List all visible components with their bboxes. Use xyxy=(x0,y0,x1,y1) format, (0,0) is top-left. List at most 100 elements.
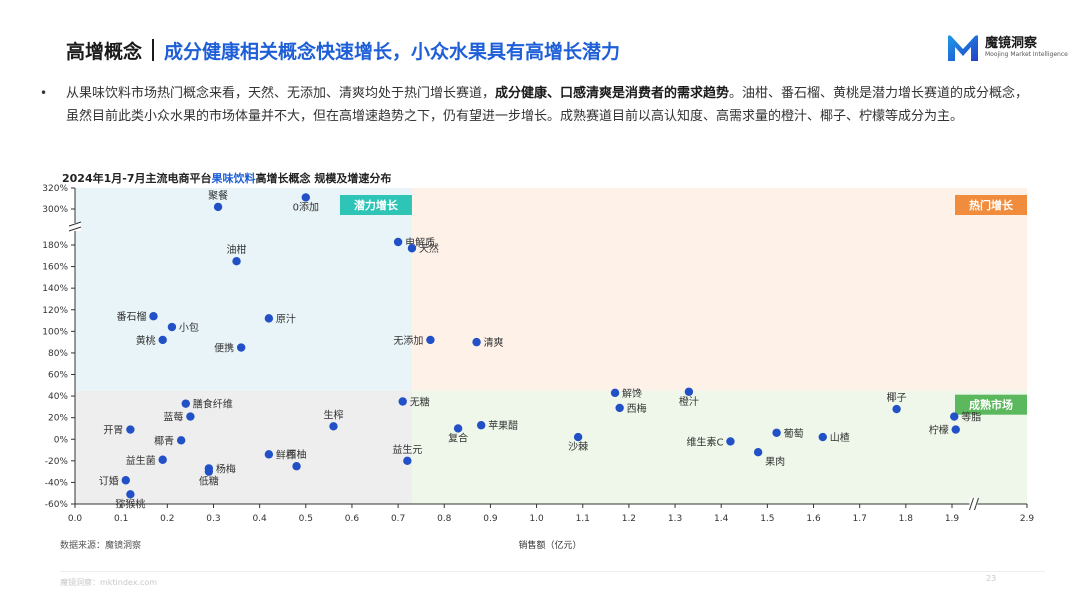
data-label-0添加: 0添加 xyxy=(293,200,319,213)
data-label-猕猴桃: 猕猴桃 xyxy=(115,497,145,510)
x-tick-label: 0.9 xyxy=(483,514,498,524)
title-divider xyxy=(152,39,155,61)
y-tick-label: 120% xyxy=(42,306,68,316)
x-tick-label: 1.8 xyxy=(899,514,914,524)
data-point-等脂 xyxy=(950,412,959,421)
data-point-油柑 xyxy=(232,256,241,266)
data-label-解馋: 解馋 xyxy=(622,387,642,400)
y-tick-label: 80% xyxy=(48,349,68,359)
moojing-logo-icon xyxy=(948,35,978,61)
data-label-椰子: 椰子 xyxy=(887,391,907,404)
data-point-沙棘 xyxy=(573,432,583,442)
x-tick-label: 1.4 xyxy=(714,514,729,524)
quadrant-hot-growth xyxy=(411,188,1027,391)
data-point-小包 xyxy=(167,322,177,332)
data-label-便携: 便携 xyxy=(214,342,234,355)
data-point-西梅 xyxy=(615,403,624,413)
data-point-橙汁 xyxy=(684,387,694,396)
data-label-蓝莓: 蓝莓 xyxy=(163,412,183,424)
quadrant-label-hot-growth: 热门增长 xyxy=(969,198,1014,212)
data-point-椰子 xyxy=(892,404,901,414)
x-tick-label: 1.6 xyxy=(806,514,821,524)
x-axis-break-mark xyxy=(974,497,979,511)
x-tick-label: 1.3 xyxy=(668,514,682,524)
data-point-复合 xyxy=(453,424,463,433)
data-label-原汁: 原汁 xyxy=(276,312,296,325)
data-point-无糖 xyxy=(398,397,407,406)
x-tick-label: 0.2 xyxy=(160,514,174,524)
summary-bullet: • 从果味饮料市场热门概念来看，天然、无添加、清爽均处于热门增长赛道，成分健康、… xyxy=(40,82,1030,128)
data-label-西梅: 西梅 xyxy=(627,402,647,415)
data-label-果肉: 果肉 xyxy=(765,455,785,468)
quadrant-mature-market xyxy=(411,390,1027,504)
footer-site: 魔镜洞察：mktindex.com xyxy=(60,578,158,587)
data-point-膳食纤维 xyxy=(181,399,190,408)
data-label-西柚: 西柚 xyxy=(287,448,307,461)
chart-title-part2: 高增长概念 规模及增速分布 xyxy=(256,171,392,185)
y-tick-label: 0% xyxy=(54,435,69,445)
data-label-生榨: 生榨 xyxy=(323,408,343,421)
data-point-订婚 xyxy=(121,476,130,485)
x-tick-label: 0.4 xyxy=(252,514,267,524)
x-tick-label: 1.2 xyxy=(622,514,636,524)
page-number: 23 xyxy=(986,574,997,583)
y-axis-break-gap xyxy=(69,223,81,231)
data-point-果肉 xyxy=(753,448,763,457)
data-label-开胃: 开胃 xyxy=(103,425,123,437)
data-source: 数据来源：魔镜洞察 xyxy=(60,539,141,551)
data-point-低糖 xyxy=(204,467,214,476)
data-label-椰青: 椰青 xyxy=(154,434,174,447)
summary-text-part1: 从果味饮料市场热门概念来看，天然、无添加、清爽均处于热门增长赛道， xyxy=(66,86,496,101)
title-subtitle: 成分健康相关概念快速增长，小众水果具有高增长潜力 xyxy=(164,40,621,63)
data-label-复合: 复合 xyxy=(448,431,468,444)
y-tick-label: -60% xyxy=(45,500,69,510)
y-tick-label: 180% xyxy=(42,241,68,251)
data-point-聚餐 xyxy=(213,202,223,212)
data-point-维生素C xyxy=(726,437,735,446)
brand-logo: 魔镜洞察 Moojing Market Intelligence xyxy=(946,33,1068,63)
data-point-电解质 xyxy=(393,237,403,247)
data-label-番石榴: 番石榴 xyxy=(116,310,146,323)
data-label-益生元: 益生元 xyxy=(392,443,422,456)
chart-axes: -60% -40% -20% 0% 20% 40% 60% 80% 100% 120% 140% 16… xyxy=(42,184,1034,524)
page-title: 高增概念 成分健康相关概念快速增长，小众水果具有高增长潜力 xyxy=(66,34,620,66)
data-point-原汁 xyxy=(264,314,274,323)
bullet-marker: • xyxy=(40,86,48,100)
x-axis-break-gap xyxy=(969,498,978,510)
data-label-清爽: 清爽 xyxy=(484,336,504,349)
x-tick-label: 0.1 xyxy=(114,514,128,524)
data-label-山楂: 山楂 xyxy=(830,431,850,444)
data-point-清爽 xyxy=(472,337,481,347)
quadrant-label-mature-market: 成熟市场 xyxy=(969,398,1013,412)
data-point-便携 xyxy=(236,343,246,352)
data-point-生榨 xyxy=(329,422,338,431)
x-tick-label: 2.9 xyxy=(1020,514,1035,524)
data-label-小包: 小包 xyxy=(179,321,199,334)
data-point-柠檬 xyxy=(951,425,960,434)
y-tick-label: 20% xyxy=(48,414,68,424)
data-label-维生素C: 维生素C xyxy=(686,435,723,448)
data-point-益生元 xyxy=(403,456,412,466)
data-point-椰青 xyxy=(176,436,186,445)
y-tick-label: 320% xyxy=(42,184,68,194)
data-point-苹果醋 xyxy=(476,421,486,430)
quadrant-potential-growth xyxy=(75,188,412,391)
data-label-葡萄: 葡萄 xyxy=(784,427,804,440)
data-label-橙汁: 橙汁 xyxy=(679,395,699,408)
y-tick-label: -40% xyxy=(45,478,69,488)
x-tick-label: 0.8 xyxy=(437,514,452,524)
quadrant-label-potential-growth: 潜力增长 xyxy=(354,198,399,212)
data-point-天然 xyxy=(407,244,417,253)
x-tick-label: 1.7 xyxy=(853,514,867,524)
data-label-杨梅: 杨梅 xyxy=(216,462,236,475)
data-label-无添加: 无添加 xyxy=(393,334,423,347)
x-tick-label: 0.7 xyxy=(391,514,405,524)
footer-divider xyxy=(60,571,1045,572)
summary-text: 从果味饮料市场热门概念来看，天然、无添加、清爽均处于热门增长赛道，成分健康、口感… xyxy=(66,82,1030,128)
data-point-葡萄 xyxy=(772,428,781,437)
logo-name: 魔镜洞察 xyxy=(985,36,1038,51)
y-tick-label: 40% xyxy=(48,392,68,402)
data-point-无添加 xyxy=(426,335,435,345)
data-label-柠檬: 柠檬 xyxy=(929,424,949,437)
quadrant-label-potential-growth-bg xyxy=(339,195,412,215)
